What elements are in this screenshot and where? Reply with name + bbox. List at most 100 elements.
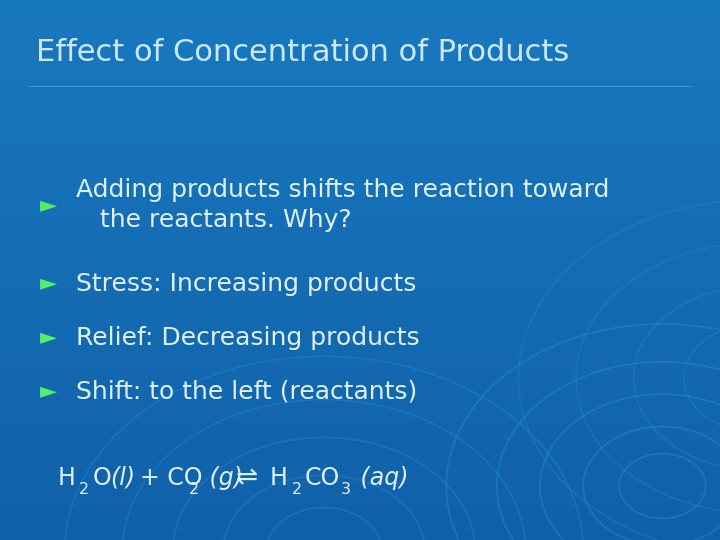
- Bar: [0, 513, 720, 517]
- Bar: [0, 31, 720, 36]
- Bar: [0, 324, 720, 328]
- Bar: [0, 85, 720, 90]
- Bar: [0, 230, 720, 234]
- Bar: [0, 297, 720, 301]
- Bar: [0, 202, 720, 207]
- Bar: [0, 14, 720, 18]
- Bar: [0, 364, 720, 369]
- Bar: [0, 436, 720, 441]
- Bar: [0, 225, 720, 229]
- Bar: [0, 266, 720, 270]
- Bar: [0, 131, 720, 135]
- Bar: [0, 293, 720, 297]
- Bar: [0, 126, 720, 131]
- Bar: [0, 54, 720, 58]
- Bar: [0, 94, 720, 99]
- Bar: [0, 90, 720, 94]
- Bar: [0, 392, 720, 396]
- Bar: [0, 463, 720, 468]
- Text: (g): (g): [202, 466, 243, 490]
- Bar: [0, 279, 720, 284]
- Bar: [0, 216, 720, 220]
- Text: (l): (l): [110, 466, 135, 490]
- Text: 3: 3: [341, 482, 351, 497]
- Bar: [0, 495, 720, 500]
- Bar: [0, 189, 720, 193]
- Bar: [0, 234, 720, 239]
- Bar: [0, 328, 720, 333]
- Bar: [0, 171, 720, 176]
- Bar: [0, 68, 720, 72]
- Bar: [0, 99, 720, 104]
- Bar: [0, 455, 720, 459]
- Bar: [0, 306, 720, 310]
- Text: ⇌: ⇌: [236, 465, 258, 491]
- Bar: [0, 301, 720, 306]
- Bar: [0, 185, 720, 189]
- Text: CO: CO: [305, 466, 340, 490]
- Text: + CO: + CO: [140, 466, 203, 490]
- Bar: [0, 428, 720, 432]
- Bar: [0, 423, 720, 428]
- Bar: [0, 63, 720, 68]
- Bar: [0, 414, 720, 418]
- Bar: [0, 72, 720, 77]
- Bar: [0, 274, 720, 279]
- Text: ►: ►: [40, 195, 57, 215]
- Bar: [0, 45, 720, 50]
- Bar: [0, 477, 720, 482]
- Bar: [0, 320, 720, 324]
- Bar: [0, 378, 720, 382]
- Text: 2: 2: [79, 482, 89, 497]
- Bar: [0, 387, 720, 392]
- Bar: [0, 207, 720, 212]
- Bar: [0, 27, 720, 31]
- Bar: [0, 374, 720, 378]
- Bar: [0, 144, 720, 148]
- Bar: [0, 122, 720, 126]
- Bar: [0, 441, 720, 445]
- Text: ►: ►: [40, 381, 57, 402]
- Bar: [0, 472, 720, 477]
- Text: Shift: to the left (reactants): Shift: to the left (reactants): [76, 380, 417, 403]
- Bar: [0, 409, 720, 414]
- Text: ►: ►: [40, 273, 57, 294]
- Bar: [0, 139, 720, 144]
- Text: 2: 2: [189, 482, 199, 497]
- Bar: [0, 108, 720, 112]
- Bar: [0, 360, 720, 364]
- Bar: [0, 198, 720, 202]
- Bar: [0, 50, 720, 54]
- Bar: [0, 531, 720, 536]
- Bar: [0, 77, 720, 81]
- Bar: [0, 401, 720, 405]
- Bar: [0, 333, 720, 338]
- Text: O: O: [92, 466, 111, 490]
- Bar: [0, 382, 720, 387]
- Bar: [0, 252, 720, 256]
- Bar: [0, 342, 720, 347]
- Bar: [0, 536, 720, 540]
- Bar: [0, 261, 720, 266]
- Bar: [0, 158, 720, 162]
- Bar: [0, 396, 720, 401]
- Text: (aq): (aq): [353, 466, 408, 490]
- Bar: [0, 446, 720, 450]
- Bar: [0, 162, 720, 166]
- Bar: [0, 432, 720, 436]
- Bar: [0, 450, 720, 455]
- Text: Effect of Concentration of Products: Effect of Concentration of Products: [36, 38, 570, 67]
- Bar: [0, 18, 720, 23]
- Bar: [0, 315, 720, 320]
- Bar: [0, 243, 720, 247]
- Text: Relief: Decreasing products: Relief: Decreasing products: [76, 326, 419, 349]
- Bar: [0, 338, 720, 342]
- Bar: [0, 112, 720, 117]
- Bar: [0, 347, 720, 351]
- Bar: [0, 176, 720, 180]
- Bar: [0, 355, 720, 360]
- Bar: [0, 58, 720, 63]
- Text: Stress: Increasing products: Stress: Increasing products: [76, 272, 416, 295]
- Bar: [0, 468, 720, 472]
- Bar: [0, 284, 720, 288]
